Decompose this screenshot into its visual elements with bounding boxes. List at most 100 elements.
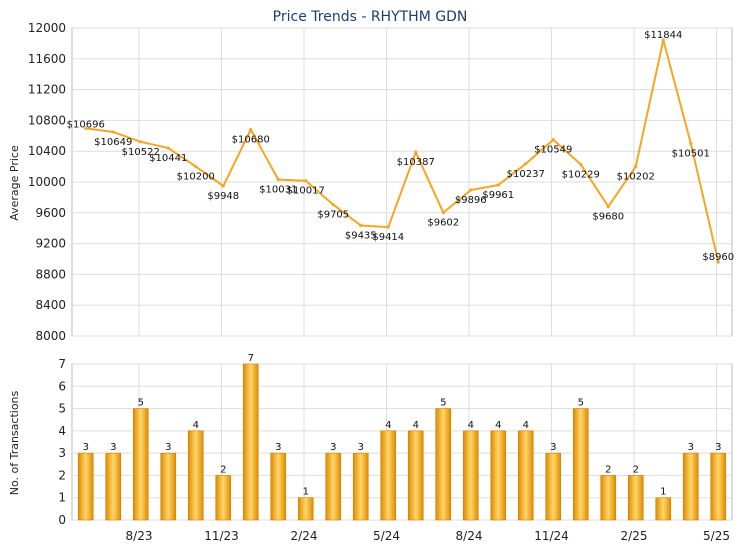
transactions-data-label: 4 [495,420,501,431]
transactions-data-label: 7 [248,353,254,364]
price-point [469,188,473,192]
transactions-tick-label: 2 [58,468,66,482]
transactions-data-label: 1 [303,487,309,498]
price-data-label: $10522 [122,147,160,158]
price-point [111,130,115,134]
price-tick-label: 8000 [35,329,66,343]
price-data-label: $9414 [372,232,404,243]
price-data-label: $8960 [702,252,734,263]
price-point [221,184,225,188]
transactions-bar [242,363,259,521]
transactions-data-label: 5 [138,398,144,409]
price-point [194,165,198,169]
transactions-axis-title: No. of Transactions [8,390,21,495]
price-point [716,260,720,264]
price-point [661,38,665,42]
x-tick-label: 11/24 [534,529,569,543]
transactions-bar [380,430,397,521]
price-data-label: $10017 [287,186,325,197]
price-point [634,164,638,169]
x-tick-label: 8/23 [126,529,153,543]
price-data-label: $10680 [232,135,270,146]
price-tick-label: 10000 [28,175,66,189]
price-data-label: $11844 [644,30,682,41]
transactions-data-label: 5 [440,398,446,409]
x-tick-label: 8/24 [456,529,483,543]
price-data-label: $9961 [482,190,514,201]
price-data-label: $10229 [562,169,600,180]
price-data-label: $9435 [345,231,377,242]
price-tick-label: 10400 [28,144,66,158]
transactions-bar [325,452,342,521]
price-data-label: $10649 [94,137,132,148]
transactions-data-label: 4 [385,420,391,431]
transactions-bar [517,430,534,521]
transactions-tick-label: 5 [58,402,66,416]
price-tick-label: 11600 [28,52,66,66]
x-tick-label: 2/24 [291,529,318,543]
transactions-bar [105,452,122,521]
price-data-label: $10387 [397,157,435,168]
price-point [331,203,335,207]
price-point [496,183,500,187]
price-point [166,146,170,150]
price-tick-label: 10800 [28,113,66,127]
price-point [304,179,308,183]
transactions-data-label: 4 [193,420,199,431]
transactions-data-label: 3 [358,442,364,453]
price-data-label: $10202 [617,171,655,182]
price-point [441,211,445,215]
price-point [551,138,555,142]
price-point [606,205,610,209]
transactions-bar [132,408,149,521]
price-data-label: $10237 [507,169,545,180]
transactions-bar [160,452,177,521]
price-point [414,150,418,154]
price-data-label: $10031 [259,185,297,196]
transactions-data-label: 2 [605,464,611,475]
transactions-data-label: 3 [715,442,721,453]
price-tick-label: 8400 [35,298,66,312]
transactions-bar [627,475,644,521]
price-tick-label: 9200 [35,237,66,251]
transactions-data-label: 4 [523,420,529,431]
transactions-bar [490,430,507,521]
price-data-label: $9680 [592,212,624,223]
price-data-label: $10501 [672,148,710,159]
price-point [579,162,583,166]
transactions-data-label: 4 [413,420,419,431]
price-data-label: $10696 [67,119,105,130]
price-line-panel: 8000 8400 8800 9200 9600 10000 10400 10800 11200… [28,21,734,343]
transactions-bar [187,430,204,521]
price-axis-title: Average Price [8,145,21,221]
transactions-data-label: 3 [330,442,336,453]
transactions-bar [215,475,232,521]
transactions-bar [572,408,589,521]
transactions-bar [407,430,424,521]
transactions-bar [435,408,452,521]
price-series-line [85,39,720,263]
price-point [524,162,528,166]
price-point [359,223,363,228]
transactions-data-label: 1 [660,487,666,498]
transactions-bar [545,452,562,521]
price-point [276,178,280,182]
transactions-data-label: 3 [110,442,116,453]
x-tick-label: 2/25 [621,529,648,543]
transactions-data-label: 2 [220,464,226,475]
transactions-bar-panel: 0 1 2 3 4 5 6 7 8/23 11/23 2/24 5/24 8/24 11/24 2/25 5/… [58,353,733,543]
transactions-bar [710,452,727,521]
price-data-label: $9948 [207,191,239,202]
x-tick-label: 5/24 [373,529,400,543]
price-data-label: $10200 [177,172,215,183]
price-data-label: $9705 [317,210,349,221]
x-tick-label: 5/25 [703,529,730,543]
transactions-plot-area [71,363,733,521]
transactions-bar [682,452,699,521]
transactions-bar [297,497,314,521]
transactions-tick-label: 4 [58,424,66,438]
price-tick-label: 9600 [35,206,66,220]
transactions-data-label: 5 [578,398,584,409]
